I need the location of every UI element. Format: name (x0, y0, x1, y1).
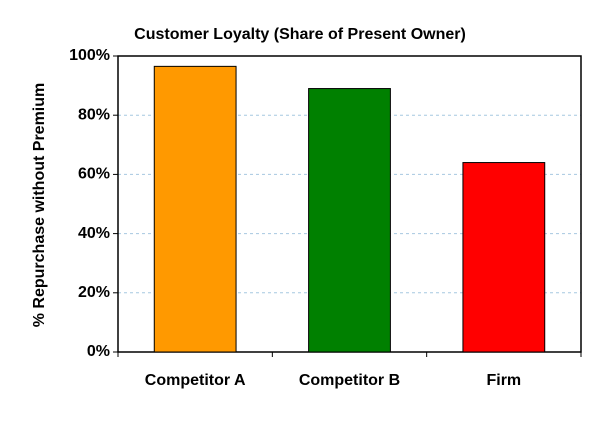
y-tick-label: 40% (78, 225, 110, 242)
y-tick-label: 60% (78, 166, 110, 183)
y-tick-label: 0% (87, 343, 110, 360)
bar (462, 162, 546, 353)
chart-title: Customer Loyalty (Share of Present Owner… (134, 26, 466, 43)
x-tick-label: Competitor A (145, 372, 246, 389)
x-tick-label: Firm (486, 372, 521, 389)
bar (153, 65, 237, 353)
bar (308, 88, 391, 353)
y-tick-label: 20% (78, 284, 110, 301)
y-axis-label: % Repurchase without Premium (31, 83, 48, 328)
x-tick-label: Competitor B (299, 372, 400, 389)
y-tick-label: 80% (78, 106, 110, 123)
y-tick-label: 100% (69, 47, 110, 64)
